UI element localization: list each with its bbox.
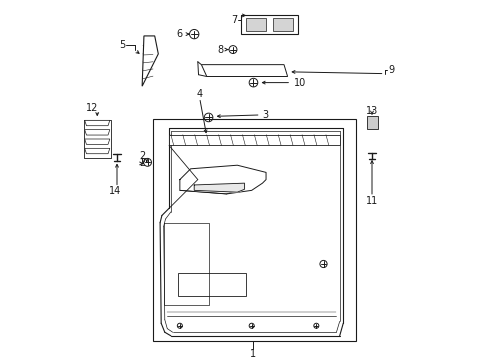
Polygon shape <box>142 36 158 86</box>
Text: 3: 3 <box>262 110 268 120</box>
Text: 8: 8 <box>217 45 223 55</box>
Bar <box>273 18 292 31</box>
Text: 11: 11 <box>365 196 377 206</box>
Text: 10: 10 <box>293 78 305 87</box>
Polygon shape <box>84 148 110 154</box>
Text: 7: 7 <box>231 15 237 25</box>
Polygon shape <box>201 65 287 77</box>
Text: 4: 4 <box>196 89 202 99</box>
Bar <box>366 116 377 129</box>
Text: 6: 6 <box>177 29 183 39</box>
Text: 13: 13 <box>365 106 377 116</box>
Text: 2: 2 <box>139 158 145 168</box>
Bar <box>178 273 246 296</box>
Bar <box>169 135 339 145</box>
Text: 2: 2 <box>139 150 145 161</box>
Bar <box>246 18 265 31</box>
Text: 14: 14 <box>109 186 121 196</box>
Polygon shape <box>84 139 110 144</box>
Bar <box>153 118 355 341</box>
Text: 1: 1 <box>250 349 256 359</box>
Text: 12: 12 <box>85 103 98 113</box>
Polygon shape <box>84 120 110 126</box>
Bar <box>241 15 298 34</box>
Text: 9: 9 <box>388 65 394 75</box>
Polygon shape <box>84 130 110 135</box>
Polygon shape <box>194 183 244 192</box>
Text: 5: 5 <box>119 40 125 50</box>
